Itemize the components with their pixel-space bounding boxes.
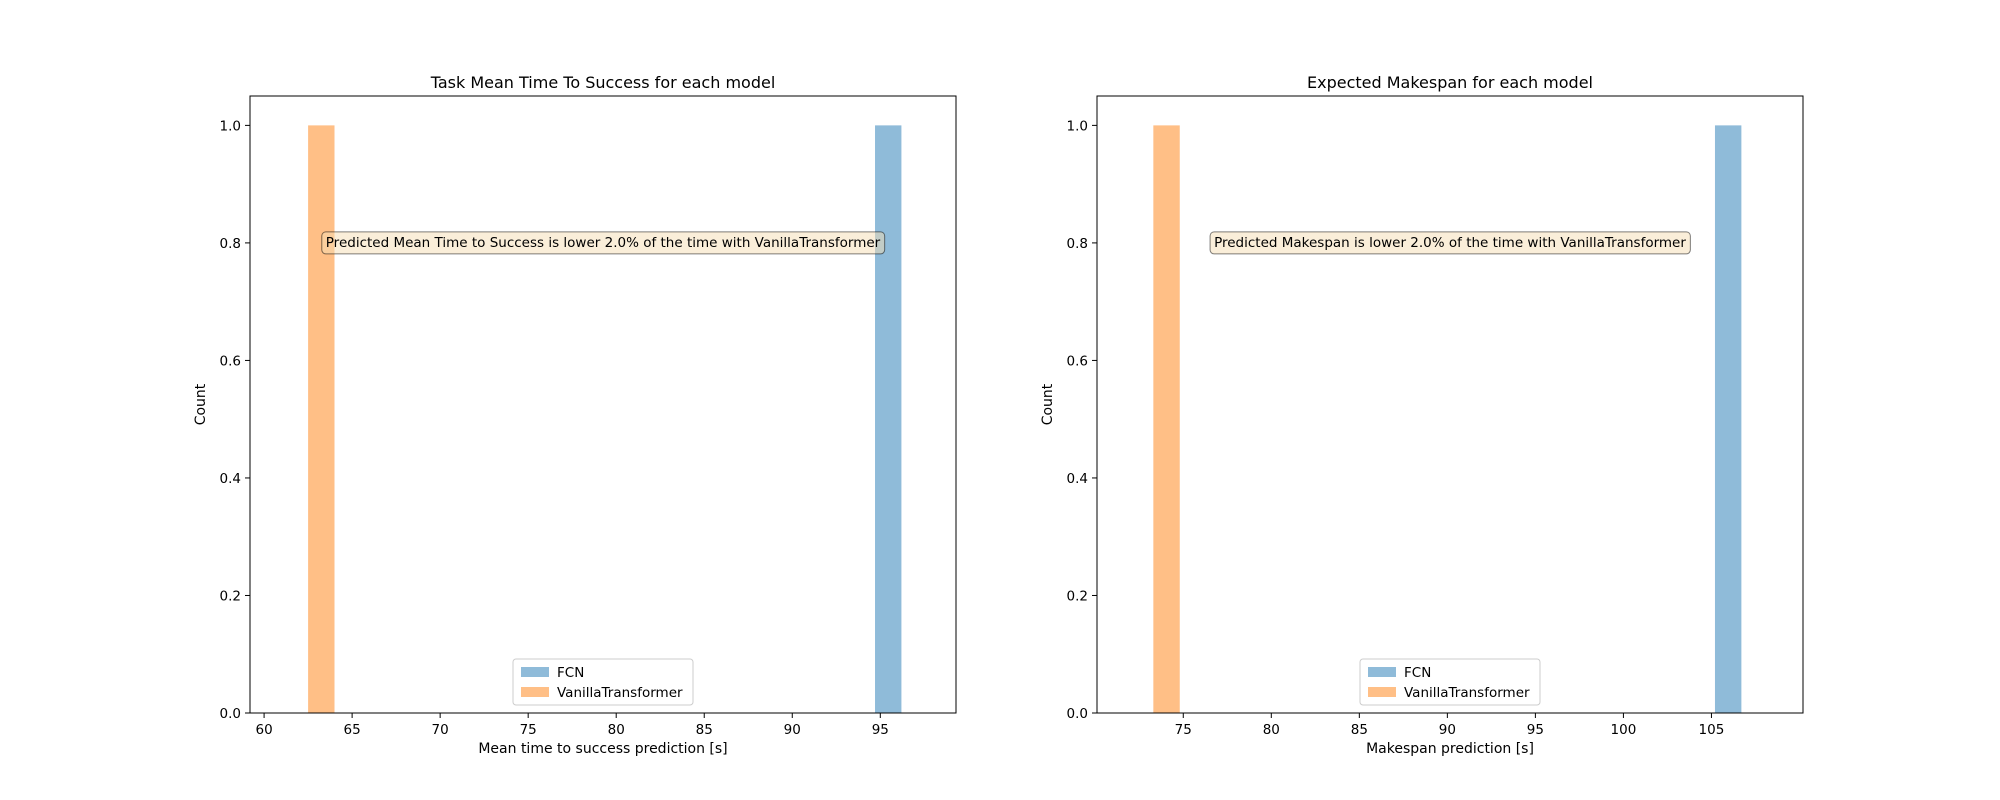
x-axis-label: Makespan prediction [s] bbox=[1366, 741, 1534, 757]
y-tick-label: 0.8 bbox=[220, 236, 241, 252]
x-axis-label: Mean time to success prediction [s] bbox=[478, 741, 727, 757]
x-tick-label: 100 bbox=[1611, 722, 1637, 738]
y-axis-label: Count bbox=[193, 383, 209, 425]
y-tick-label: 0.2 bbox=[1067, 588, 1088, 604]
x-tick-label: 75 bbox=[1175, 722, 1192, 738]
x-tick-label: 70 bbox=[432, 722, 449, 738]
annotation-text: Predicted Makespan is lower 2.0% of the … bbox=[1214, 235, 1686, 251]
legend-frame bbox=[512, 658, 694, 706]
x-tick-label: 75 bbox=[520, 722, 537, 738]
x-tick-label: 65 bbox=[344, 722, 361, 738]
annotation: Predicted Mean Time to Success is lower … bbox=[321, 231, 886, 255]
y-tick-label: 0.6 bbox=[220, 353, 241, 369]
legend: FCN VanillaTransformer bbox=[512, 658, 694, 706]
histogram-bar-fcn bbox=[1714, 125, 1742, 713]
y-tick-label: 0.4 bbox=[1067, 471, 1088, 487]
legend-label: VanillaTransformer bbox=[557, 685, 683, 701]
legend-label: VanillaTransformer bbox=[1404, 685, 1530, 701]
x-tick-label: 105 bbox=[1699, 722, 1725, 738]
histogram-bar-fcn bbox=[875, 125, 902, 713]
x-tick-label: 90 bbox=[784, 722, 801, 738]
x-tick-label: 80 bbox=[608, 722, 625, 738]
y-tick-label: 0.4 bbox=[220, 471, 241, 487]
legend-frame bbox=[1359, 658, 1541, 706]
y-tick-label: 1.0 bbox=[220, 118, 241, 134]
x-tick-label: 95 bbox=[1527, 722, 1544, 738]
annotation: Predicted Makespan is lower 2.0% of the … bbox=[1209, 231, 1691, 255]
axes-frame bbox=[249, 95, 957, 714]
x-tick-label: 95 bbox=[872, 722, 889, 738]
chart-title: Task Mean Time To Success for each model bbox=[430, 73, 776, 92]
legend-swatch-vanillatransformer bbox=[1368, 687, 1396, 697]
chart-title: Expected Makespan for each model bbox=[1307, 73, 1593, 92]
annotation-box bbox=[1209, 231, 1691, 255]
x-tick-label: 90 bbox=[1439, 722, 1456, 738]
chart-panel-1: 60 65 70 75 80 85 90 95 0.0 0.2 0.4 0.6 0.8 1.0 Task M… bbox=[193, 73, 957, 757]
y-tick-label: 1.0 bbox=[1067, 118, 1088, 134]
y-tick-label: 0.2 bbox=[220, 588, 241, 604]
axes-frame bbox=[1096, 95, 1804, 714]
y-axis-label: Count bbox=[1040, 383, 1056, 425]
chart-panel-2: 75 80 85 90 95 100 105 0.0 0.2 0.4 0.6 0.8 1.0 Expect… bbox=[1040, 73, 1804, 757]
annotation-text: Predicted Mean Time to Success is lower … bbox=[326, 235, 881, 251]
x-tick-label: 80 bbox=[1263, 722, 1280, 738]
legend-label: FCN bbox=[1404, 665, 1431, 681]
legend-swatch-fcn bbox=[521, 667, 549, 677]
y-tick-label: 0.0 bbox=[1067, 706, 1088, 722]
x-tick-label: 85 bbox=[1351, 722, 1368, 738]
histogram-bar-vanillatransformer bbox=[308, 125, 335, 713]
y-tick-label: 0.8 bbox=[1067, 236, 1088, 252]
y-tick-label: 0.0 bbox=[220, 706, 241, 722]
legend-swatch-fcn bbox=[1368, 667, 1396, 677]
x-tick-label: 60 bbox=[255, 722, 272, 738]
legend: FCN VanillaTransformer bbox=[1359, 658, 1541, 706]
legend-label: FCN bbox=[557, 665, 584, 681]
legend-swatch-vanillatransformer bbox=[521, 687, 549, 697]
x-tick-label: 85 bbox=[696, 722, 713, 738]
histogram-bar-vanillatransformer bbox=[1153, 125, 1180, 713]
annotation-box bbox=[321, 231, 886, 255]
y-tick-label: 0.6 bbox=[1067, 353, 1088, 369]
